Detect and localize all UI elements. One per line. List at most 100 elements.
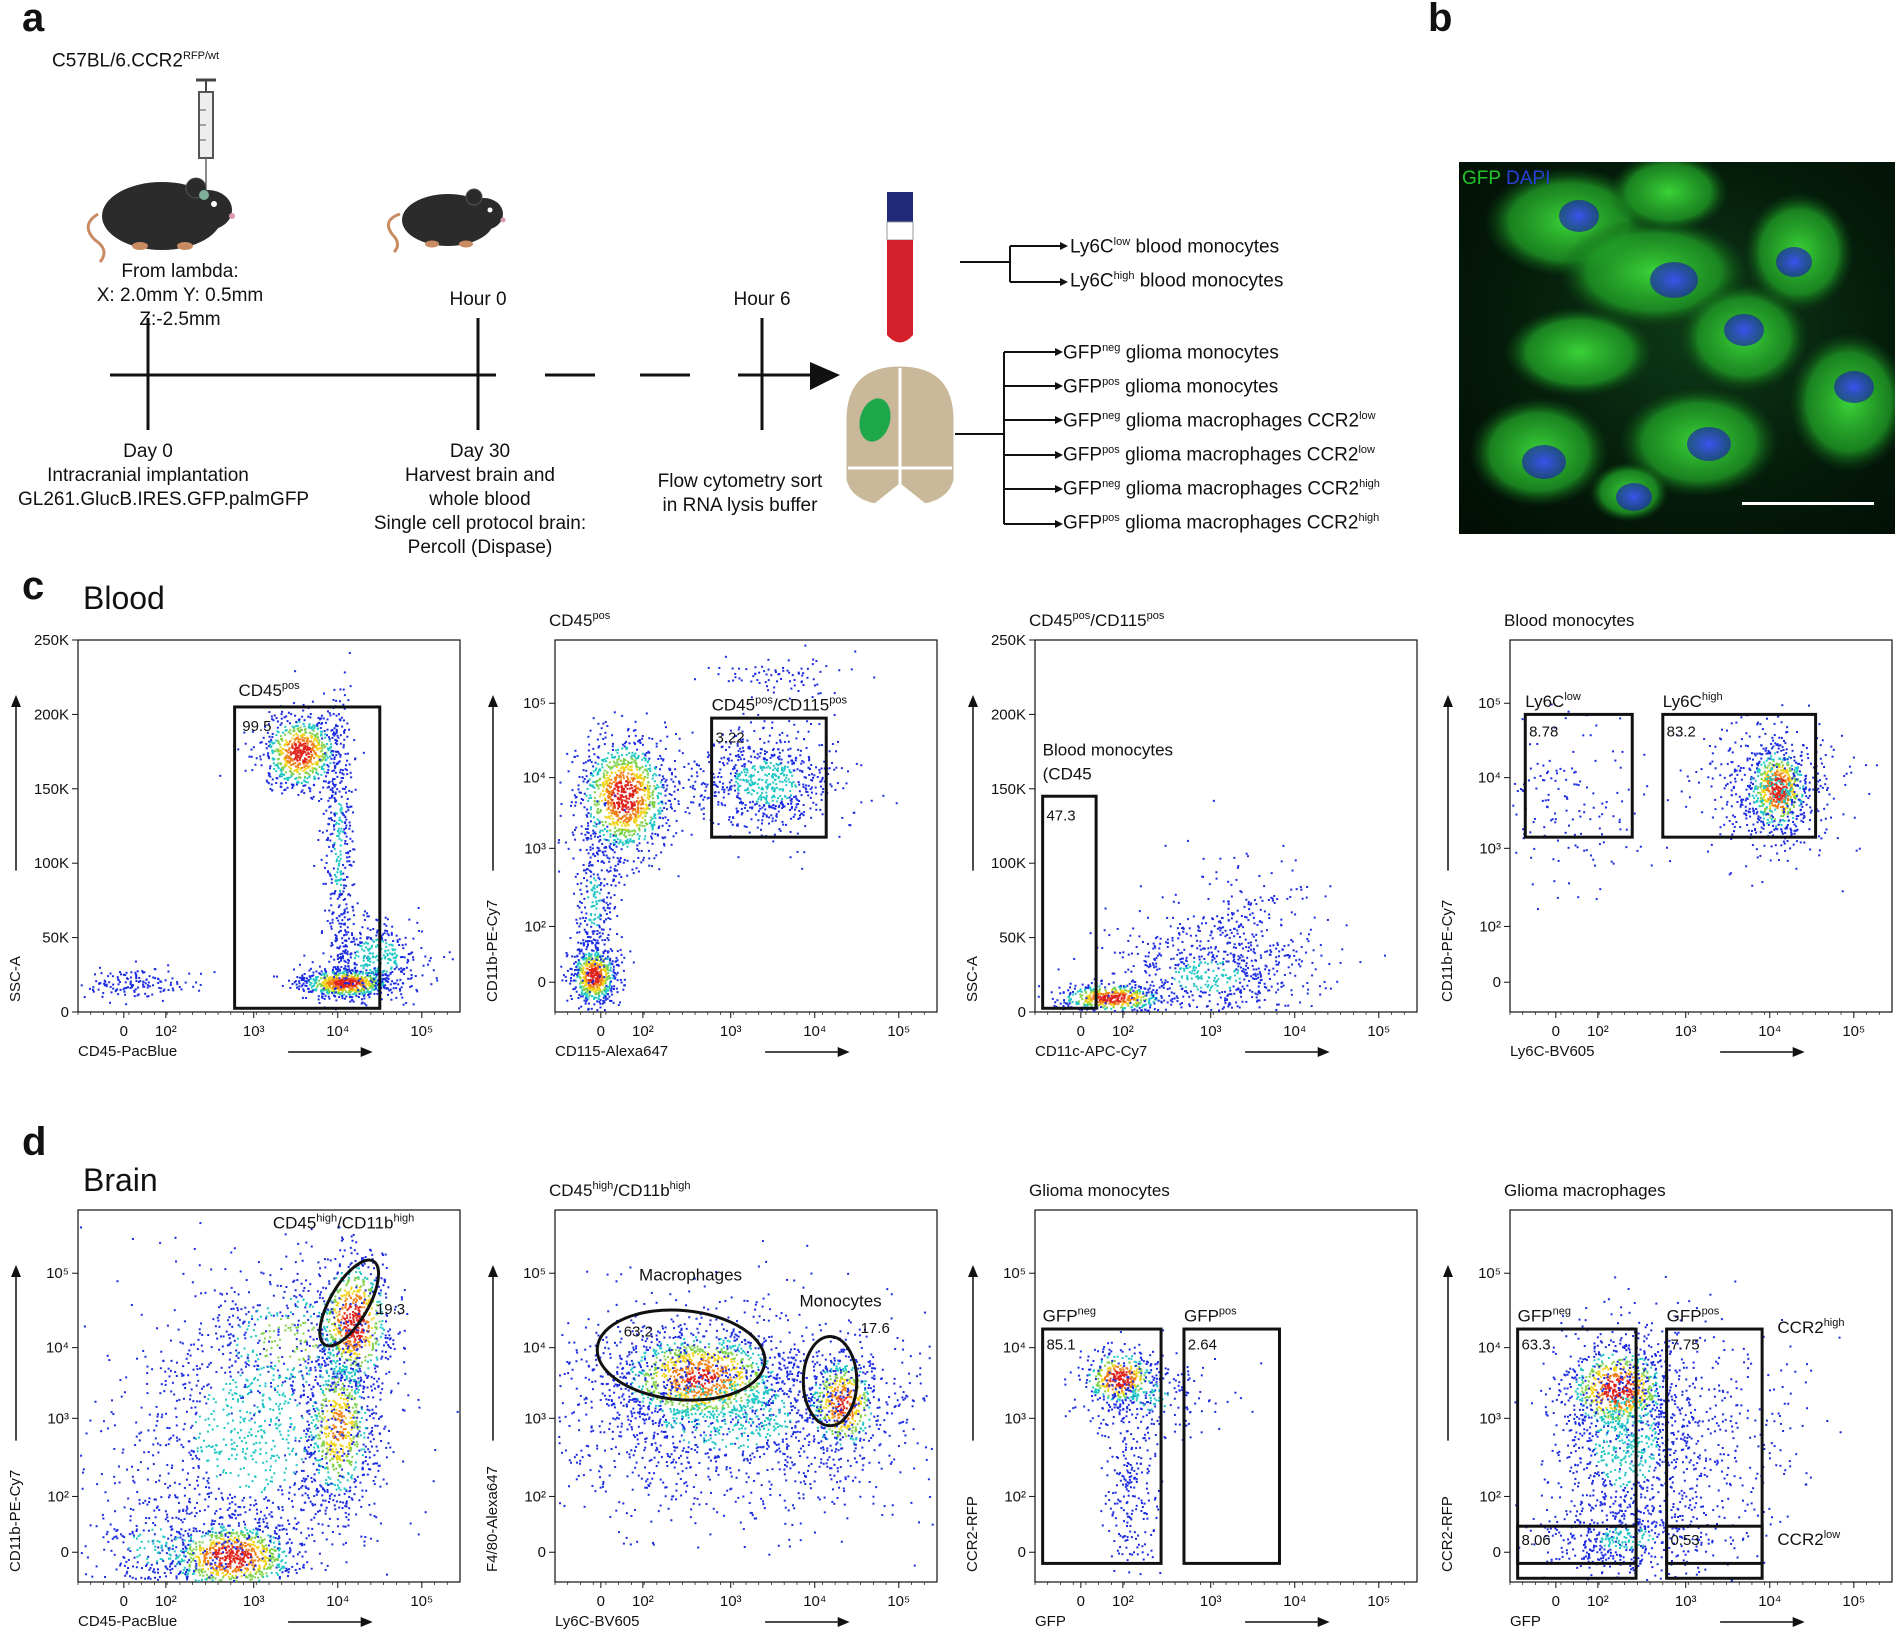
event-dot bbox=[341, 893, 344, 896]
event-dot bbox=[599, 988, 602, 991]
event-dot bbox=[366, 927, 369, 930]
event-dot bbox=[606, 997, 609, 1000]
event-dot bbox=[611, 949, 614, 952]
event-dot bbox=[670, 772, 673, 775]
event-dot bbox=[300, 734, 303, 737]
event-dot bbox=[614, 843, 617, 846]
event-dot bbox=[618, 776, 621, 779]
event-dot bbox=[664, 794, 667, 797]
event-dot bbox=[584, 981, 587, 984]
event-dot bbox=[340, 872, 343, 875]
event-dot bbox=[608, 774, 611, 777]
event-dot bbox=[668, 824, 671, 827]
event-dot bbox=[770, 775, 773, 778]
event-dot bbox=[895, 802, 898, 805]
event-dot bbox=[324, 752, 327, 755]
event-dot bbox=[334, 966, 337, 969]
event-dot bbox=[188, 972, 191, 975]
event-dot bbox=[276, 730, 279, 733]
event-dot bbox=[392, 987, 395, 990]
event-dot bbox=[331, 778, 334, 781]
event-dot bbox=[622, 787, 625, 790]
event-dot bbox=[560, 965, 563, 968]
event-dot bbox=[334, 812, 337, 815]
event-dot bbox=[616, 914, 619, 917]
event-dot bbox=[793, 813, 796, 816]
event-dot bbox=[713, 794, 716, 797]
event-dot bbox=[325, 754, 328, 757]
event-dot bbox=[699, 768, 702, 771]
event-dot bbox=[335, 917, 338, 920]
event-dot bbox=[341, 976, 344, 979]
event-dot bbox=[780, 762, 783, 765]
event-dot bbox=[582, 985, 585, 988]
event-dot bbox=[607, 807, 610, 810]
event-dot bbox=[603, 828, 606, 831]
event-dot bbox=[301, 996, 304, 999]
event-dot bbox=[608, 796, 611, 799]
event-dot bbox=[564, 975, 567, 978]
event-dot bbox=[713, 776, 716, 779]
event-dot bbox=[599, 914, 602, 917]
event-dot bbox=[594, 917, 597, 920]
event-dot bbox=[791, 762, 794, 765]
event-dot bbox=[316, 723, 319, 726]
event-dot bbox=[321, 745, 324, 748]
event-dot bbox=[339, 742, 342, 745]
event-dot bbox=[652, 774, 655, 777]
event-dot bbox=[599, 1002, 602, 1005]
event-dot bbox=[357, 996, 360, 999]
event-dot bbox=[333, 784, 336, 787]
event-dot bbox=[602, 794, 605, 797]
event-dot bbox=[628, 797, 631, 800]
event-dot bbox=[870, 799, 873, 802]
event-dot bbox=[583, 999, 586, 1002]
event-dot bbox=[375, 945, 378, 948]
event-dot bbox=[617, 787, 620, 790]
event-dot bbox=[639, 773, 642, 776]
event-dot bbox=[337, 827, 340, 830]
event-dot bbox=[643, 794, 646, 797]
event-dot bbox=[638, 824, 641, 827]
event-dot bbox=[280, 722, 283, 725]
event-dot bbox=[700, 808, 703, 811]
event-dot bbox=[620, 848, 623, 851]
event-dot bbox=[333, 813, 336, 816]
event-dot bbox=[334, 933, 337, 936]
scale-bar bbox=[1742, 502, 1874, 505]
event-dot bbox=[707, 754, 710, 757]
event-dot bbox=[329, 762, 332, 765]
event-dot bbox=[644, 768, 647, 771]
event-dot bbox=[588, 940, 591, 943]
event-dot bbox=[332, 966, 335, 969]
event-dot bbox=[658, 810, 661, 813]
event-dot bbox=[395, 987, 398, 990]
event-dot bbox=[615, 845, 618, 848]
event-dot bbox=[364, 984, 367, 987]
event-dot bbox=[309, 755, 312, 758]
event-dot bbox=[583, 806, 586, 809]
event-dot bbox=[653, 780, 656, 783]
event-dot bbox=[770, 805, 773, 808]
event-dot bbox=[154, 977, 157, 980]
event-dot bbox=[303, 977, 306, 980]
event-dot bbox=[105, 983, 108, 986]
event-dot bbox=[775, 762, 778, 765]
event-dot bbox=[628, 761, 631, 764]
event-dot bbox=[324, 969, 327, 972]
event-dot bbox=[589, 846, 592, 849]
event-dot bbox=[319, 747, 322, 750]
event-dot bbox=[586, 808, 589, 811]
event-dot bbox=[580, 980, 583, 983]
event-dot bbox=[624, 791, 627, 794]
event-dot bbox=[735, 780, 738, 783]
event-dot bbox=[600, 963, 603, 966]
event-dot bbox=[609, 963, 612, 966]
event-dot bbox=[286, 762, 289, 765]
event-dot bbox=[332, 731, 335, 734]
event-dot bbox=[608, 845, 611, 848]
event-dot bbox=[331, 913, 334, 916]
event-dot bbox=[644, 829, 647, 832]
event-dot bbox=[772, 803, 775, 806]
event-dot bbox=[363, 997, 366, 1000]
